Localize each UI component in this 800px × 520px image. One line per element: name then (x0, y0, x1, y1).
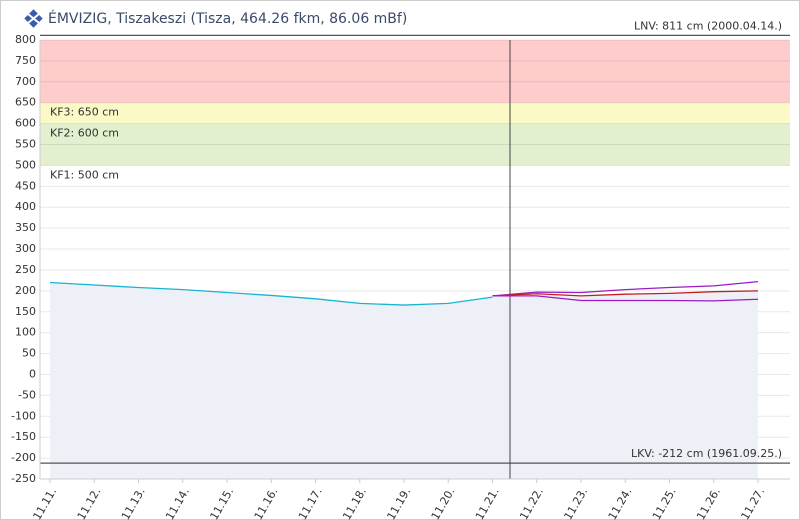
y-tick-label: 350 (15, 221, 36, 234)
y-tick-label: 700 (15, 75, 36, 88)
y-tick-label: 650 (15, 96, 36, 109)
y-tick-label: -150 (11, 430, 36, 443)
y-tick-label: -50 (18, 388, 36, 401)
y-tick-label: 300 (15, 242, 36, 255)
threshold-band (40, 40, 790, 103)
y-tick-label: -200 (11, 451, 36, 464)
threshold-band (40, 123, 790, 166)
logo (24, 9, 43, 28)
area-fill (50, 282, 493, 479)
y-tick-label: 750 (15, 54, 36, 67)
y-tick-label: 150 (15, 305, 36, 318)
series-line (49, 281, 493, 306)
y-tick-label: 500 (15, 158, 36, 171)
y-tick-label: 50 (22, 347, 36, 360)
threshold-band (40, 102, 790, 124)
y-tick-label: 800 (15, 33, 36, 46)
reference-label: LNV: 811 cm (2000.04.14.) (634, 19, 782, 32)
band-label: KF3: 650 cm (50, 106, 119, 119)
y-tick-label: 600 (15, 117, 36, 130)
y-tick-label: 100 (15, 326, 36, 339)
y-tick-label: 0 (29, 367, 36, 380)
area-fill (492, 290, 758, 479)
series-line (492, 295, 759, 302)
y-tick-label: -250 (11, 472, 36, 485)
y-tick-label: 200 (15, 284, 36, 297)
y-tick-label: 250 (15, 263, 36, 276)
band-label: KF2: 600 cm (50, 127, 119, 140)
y-tick-label: 450 (15, 179, 36, 192)
y-tick-label: 400 (15, 200, 36, 213)
series-line (492, 290, 759, 297)
band-label: KF1: 500 cm (50, 168, 119, 181)
reference-label: LKV: -212 cm (1961.09.25.) (631, 447, 782, 460)
series-line (492, 281, 759, 297)
y-tick-label: -100 (11, 409, 36, 422)
chart-title: ÉMVIZIG, Tiszakeszi (Tisza, 464.26 fkm, … (48, 10, 407, 27)
y-tick-label: 550 (15, 138, 36, 151)
